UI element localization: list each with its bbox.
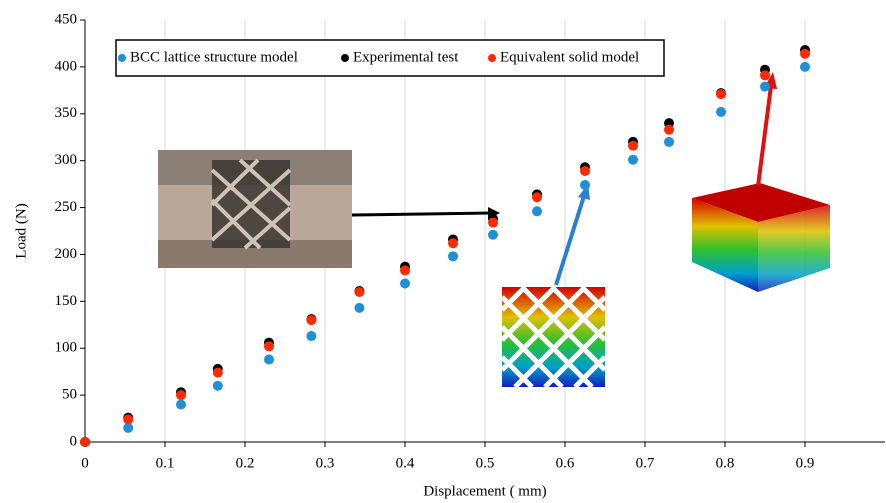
- point: [306, 331, 316, 341]
- point: [800, 49, 810, 59]
- x-tick-label: 0.5: [476, 455, 495, 471]
- point: [664, 137, 674, 147]
- legend-label: Experimental test: [353, 49, 459, 65]
- x-tick-label: 0.9: [796, 455, 815, 471]
- y-axis-label: Load (N): [13, 203, 29, 258]
- point: [488, 230, 498, 240]
- point: [400, 279, 410, 289]
- x-tick-label: 0.4: [396, 455, 415, 471]
- point: [448, 251, 458, 261]
- y-tick-label: 0: [70, 433, 78, 449]
- point: [760, 70, 770, 80]
- arrow: [352, 213, 492, 215]
- point: [400, 265, 410, 275]
- x-tick-label: 0.6: [556, 455, 575, 471]
- solid-model: [692, 183, 830, 292]
- point: [264, 354, 274, 364]
- point: [213, 381, 223, 391]
- legend-marker: [341, 54, 349, 62]
- point: [664, 125, 674, 135]
- point: [354, 287, 364, 297]
- legend-marker: [118, 54, 126, 62]
- y-tick-label: 150: [55, 293, 78, 309]
- x-axis-label: Displacement ( mm): [423, 483, 546, 499]
- point: [213, 368, 223, 378]
- lattice-model: [502, 287, 605, 387]
- y-tick-label: 200: [55, 246, 78, 262]
- point: [532, 192, 542, 202]
- x-tick-label: 0.8: [716, 455, 735, 471]
- photo-inset: [158, 150, 352, 268]
- point: [448, 238, 458, 248]
- x-tick-label: 0.7: [636, 455, 655, 471]
- point: [176, 399, 186, 409]
- legend-marker: [488, 54, 496, 62]
- point: [80, 437, 90, 447]
- x-tick-label: 0.2: [236, 455, 255, 471]
- point: [760, 82, 770, 92]
- y-tick-label: 300: [55, 152, 78, 168]
- y-tick-label: 100: [55, 340, 78, 356]
- point: [580, 166, 590, 176]
- y-tick-label: 250: [55, 199, 78, 215]
- point: [123, 414, 133, 424]
- x-tick-label: 0.3: [316, 455, 335, 471]
- arrow: [556, 196, 584, 285]
- x-tick-label: 0: [81, 455, 89, 471]
- point: [488, 218, 498, 228]
- y-tick-label: 350: [55, 105, 78, 121]
- point: [264, 341, 274, 351]
- legend-label: Equivalent solid model: [500, 49, 639, 65]
- x-tick-label: 0.1: [156, 455, 175, 471]
- chart: Load (N) Displacement ( mm) BCC lattice …: [0, 0, 886, 503]
- y-tick-label: 50: [62, 387, 77, 403]
- point: [176, 390, 186, 400]
- point: [532, 206, 542, 216]
- point: [716, 89, 726, 99]
- y-tick-label: 400: [55, 58, 78, 74]
- point: [800, 62, 810, 72]
- point: [580, 180, 590, 190]
- legend-label: BCC lattice structure model: [130, 49, 298, 65]
- y-tick-label: 450: [55, 11, 78, 27]
- arrow: [758, 86, 771, 186]
- point: [628, 155, 638, 165]
- point: [628, 141, 638, 151]
- point: [306, 315, 316, 325]
- point: [716, 107, 726, 117]
- point: [354, 303, 364, 313]
